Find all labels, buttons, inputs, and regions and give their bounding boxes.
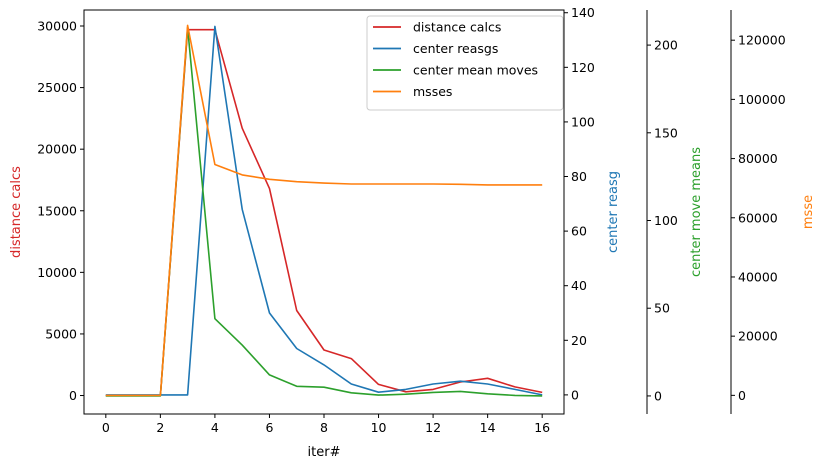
y-axis-title-reasgs: center reasg: [606, 171, 621, 253]
legend-label-center-mean-moves: center mean moves: [413, 63, 538, 78]
legend-label-distance-calcs: distance calcs: [413, 20, 501, 35]
y-tick-label-distance: 5000: [45, 326, 77, 341]
y-tick-label-moves: 50: [654, 301, 670, 316]
x-tick-label: 4: [211, 420, 219, 435]
y-tick-label-moves: 150: [654, 125, 678, 140]
y-tick-label-msse: 100000: [738, 92, 786, 107]
y-tick-label-moves: 200: [654, 38, 678, 53]
y-tick-label-distance: 15000: [37, 203, 77, 218]
y-tick-label-distance: 20000: [37, 142, 77, 157]
y-tick-label-msse: 80000: [738, 151, 778, 166]
y-tick-label-reasgs: 100: [571, 114, 595, 129]
y-tick-label-reasgs: 60: [571, 224, 587, 239]
y-axis-title-distance: distance calcs: [9, 166, 24, 258]
y-tick-label-msse: 60000: [738, 210, 778, 225]
legend-label-msses: msses: [413, 84, 452, 99]
legend: distance calcs center reasgs center mean m…: [366, 15, 564, 111]
y-tick-label-distance: 10000: [37, 265, 77, 280]
y-axis-title-moves: center move means: [689, 147, 704, 277]
y-tick-label-moves: 0: [654, 388, 662, 403]
y-tick-label-msse: 120000: [738, 33, 786, 48]
series-line-msses: [105, 24, 543, 397]
y-tick-label-moves: 100: [654, 213, 678, 228]
y-tick-label-reasgs: 80: [571, 169, 587, 184]
x-tick-label: 10: [371, 420, 387, 435]
x-axis-title: iter#: [308, 445, 341, 460]
x-tick-label: 14: [480, 420, 496, 435]
y-tick-label-reasgs: 40: [571, 278, 587, 293]
y-tick-label-msse: 40000: [738, 269, 778, 284]
y-tick-label-distance: 25000: [37, 80, 77, 95]
y-tick-label-reasgs: 20: [571, 333, 587, 348]
y-tick-label-distance: 0: [69, 388, 77, 403]
y-tick-label-reasgs: 140: [571, 5, 595, 20]
y-tick-label-msse: 20000: [738, 329, 778, 344]
series-group: [105, 24, 543, 397]
legend-label-center-reasgs: center reasgs: [413, 41, 498, 56]
x-tick-label: 16: [534, 420, 550, 435]
y-tick-label-distance: 30000: [37, 19, 77, 34]
y-tick-label-reasgs: 0: [571, 387, 579, 402]
x-tick-label: 8: [320, 420, 328, 435]
y-tick-label-reasgs: 120: [571, 60, 595, 75]
x-tick-label: 2: [156, 420, 164, 435]
y-tick-label-msse: 0: [738, 388, 746, 403]
x-tick-label: 0: [102, 420, 110, 435]
legend-box: [366, 15, 564, 111]
series-line-center-reasgs: [105, 25, 543, 396]
y-axis-title-msse: msse: [801, 195, 816, 229]
x-tick-label: 6: [265, 420, 273, 435]
x-tick-label: 12: [425, 420, 441, 435]
